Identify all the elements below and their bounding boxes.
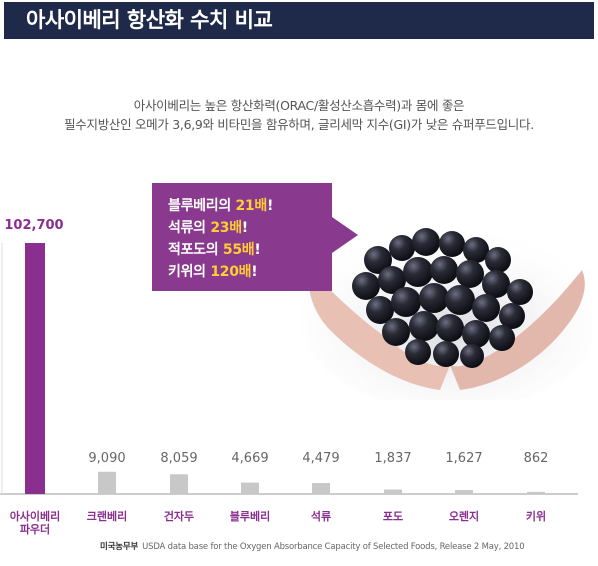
header-bar: 아사이베리 항산화 수치 비교 [4, 2, 594, 39]
berry-10 [430, 256, 458, 284]
berry-23 [462, 320, 490, 348]
berry-1 [364, 246, 392, 274]
berry-9 [403, 257, 433, 287]
value-label-8: 862 [524, 451, 549, 466]
bar-7 [455, 490, 473, 494]
callout-line-blueberry: 블루베리의 21배! [168, 198, 274, 214]
berry-17 [445, 285, 475, 315]
berry-13 [507, 279, 533, 305]
bar-8 [527, 491, 545, 494]
berry-6 [485, 247, 511, 273]
berry-12 [482, 270, 510, 298]
category-label-5: 석류 [311, 509, 331, 523]
bar-6 [384, 489, 402, 494]
berry-11 [456, 260, 484, 288]
berry-21 [409, 311, 439, 341]
berry-2 [389, 235, 415, 261]
berry-22 [436, 314, 464, 342]
bar-5 [312, 483, 330, 494]
category-label-1-line-2: 파우더 [20, 522, 50, 536]
bar-4 [241, 482, 259, 494]
berry-8 [378, 266, 406, 294]
value-label-6: 1,837 [374, 451, 411, 466]
berry-15 [391, 287, 421, 317]
berry-27 [460, 344, 484, 368]
value-label-4: 4,669 [231, 451, 268, 466]
source-note: 미국농무부 USDA data base for the Oxygen Absor… [100, 540, 525, 552]
bar-2 [98, 471, 116, 494]
category-label-6: 포도 [383, 510, 403, 523]
intro-line-1: 아사이베리는 높은 항산화력(ORAC/활성산소흡수력)과 몸에 좋은 [133, 98, 465, 113]
category-label-1-line-1: 아사이베리 [10, 509, 61, 523]
berry-7 [352, 272, 380, 300]
berry-20 [382, 318, 410, 346]
berry-4 [439, 231, 465, 257]
category-label-7: 오렌지 [449, 509, 479, 523]
source-text: USDA data base for the Oxygen Absorbance… [142, 542, 525, 552]
berry-3 [412, 228, 440, 256]
value-label-1: 102,700 [4, 218, 63, 233]
berry-25 [405, 339, 431, 365]
source-org: 미국농무부 [100, 542, 139, 552]
comparison-callout: 블루베리의 21배! 석류의 23배! 적포도의 55배! 키위의 120배! [152, 183, 358, 291]
value-label-7: 1,627 [445, 451, 482, 466]
berry-16 [419, 283, 449, 313]
page-title: 아사이베리 항산화 수치 비교 [26, 8, 273, 32]
value-label-5: 4,479 [302, 451, 339, 466]
berry-14 [366, 296, 394, 324]
berry-24 [489, 325, 515, 351]
berry-19 [499, 303, 525, 329]
value-label-3: 8,059 [160, 451, 197, 466]
category-label-3: 건자두 [164, 509, 194, 523]
category-label-4: 블루베리 [230, 509, 270, 523]
value-label-2: 9,090 [88, 451, 125, 466]
callout-line-pomegranate: 석류의 23배! [168, 220, 248, 236]
berry-5 [463, 237, 489, 263]
bar-1 [25, 243, 45, 494]
intro-line-2: 필수지방산인 오메가 3,6,9와 비타민을 함유하며, 글리세막 지수(GI)… [64, 117, 534, 132]
callout-line-kiwi: 키위의 120배! [168, 264, 258, 280]
category-label-8: 키위 [526, 509, 546, 523]
category-label-2: 크랜베리 [87, 509, 127, 523]
berry-26 [433, 341, 459, 367]
bar-3 [170, 474, 188, 494]
callout-line-red-grape: 적포도의 55배! [168, 242, 261, 258]
acai-berries-photo [300, 228, 592, 400]
berry-18 [472, 294, 500, 322]
